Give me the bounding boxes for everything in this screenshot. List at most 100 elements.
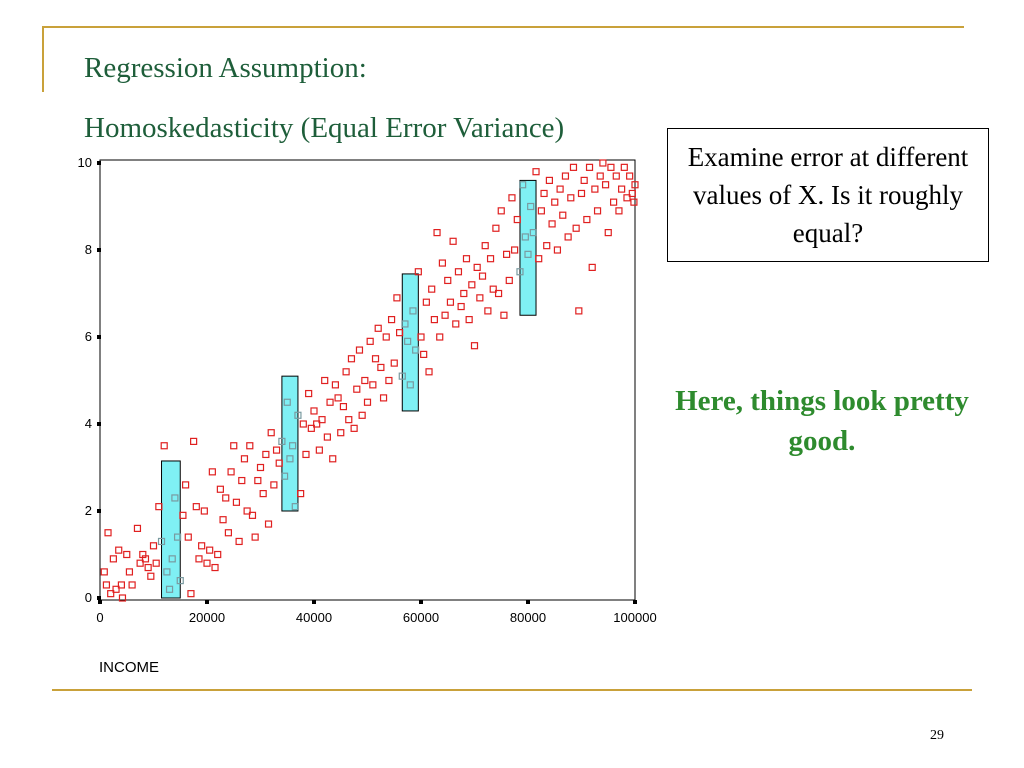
x-tick-mark (419, 600, 423, 604)
data-point (176, 576, 184, 585)
data-point (149, 542, 158, 550)
data-point (561, 172, 570, 180)
data-point (248, 511, 257, 519)
data-point (224, 529, 232, 537)
y-tick-label: 8 (85, 242, 92, 257)
data-point (230, 442, 238, 450)
data-point (511, 246, 519, 254)
comment-text: Here, things look pretty good. (675, 385, 969, 457)
data-point (628, 189, 636, 198)
data-point (302, 450, 310, 459)
data-point (630, 198, 638, 206)
data-point (262, 450, 270, 459)
data-point (387, 316, 396, 324)
data-point (420, 350, 428, 358)
data-point (548, 220, 556, 228)
data-point (109, 555, 117, 563)
data-point (462, 255, 471, 263)
y-axis: 0 2 4 6 8 10 (78, 155, 101, 605)
data-point (323, 433, 331, 441)
data-point (307, 424, 315, 432)
x-tick-mark (312, 600, 316, 604)
data-point (604, 229, 612, 237)
data-point (256, 463, 265, 472)
y-tick-label: 6 (85, 329, 92, 344)
data-point (470, 342, 479, 350)
data-point (259, 490, 267, 498)
data-point (382, 333, 390, 341)
data-point (425, 368, 433, 376)
data-point (329, 455, 337, 463)
data-point (342, 368, 350, 376)
data-point (473, 263, 481, 271)
data-point (182, 481, 190, 489)
data-point (465, 316, 473, 324)
data-point (165, 585, 174, 593)
data-point (118, 594, 127, 602)
x-tick-label: 0 (96, 610, 103, 625)
data-point (163, 568, 171, 576)
data-point (272, 446, 281, 454)
data-point (141, 555, 150, 563)
y-tick-label: 0 (85, 590, 92, 605)
data-point (222, 494, 230, 502)
data-point (444, 276, 452, 285)
data-point (339, 403, 348, 411)
points-layer (100, 159, 639, 602)
data-point (438, 259, 446, 267)
data-point (430, 316, 438, 324)
data-point (184, 533, 192, 541)
data-point (168, 555, 176, 563)
data-point (345, 416, 353, 424)
data-point (315, 446, 323, 454)
data-point (599, 159, 607, 167)
data-point (232, 498, 241, 506)
data-point (374, 324, 382, 332)
data-point (609, 198, 618, 206)
data-point (620, 163, 628, 171)
x-tick-label: 60000 (403, 610, 439, 625)
y-tick-label: 4 (85, 416, 92, 431)
data-point (612, 172, 620, 180)
data-point (398, 372, 406, 380)
data-point (117, 581, 126, 589)
data-point (294, 411, 302, 419)
data-point (173, 533, 182, 541)
data-point (441, 311, 449, 319)
data-point (519, 181, 527, 189)
data-point (278, 437, 286, 445)
data-point (125, 568, 134, 576)
data-point (251, 533, 259, 541)
data-point (401, 320, 409, 328)
y-tick-label: 10 (78, 155, 92, 170)
data-point (190, 437, 198, 445)
data-point (575, 307, 583, 315)
data-point (115, 546, 123, 554)
data-point (543, 242, 551, 250)
data-point (321, 376, 329, 385)
data-point (508, 194, 516, 202)
data-point (393, 294, 401, 302)
data-point (553, 246, 562, 254)
y-tick-label: 2 (85, 503, 92, 518)
data-point (334, 394, 342, 402)
data-point (355, 346, 364, 354)
x-tick-label: 20000 (189, 610, 225, 625)
data-point (192, 503, 200, 511)
data-point (270, 481, 278, 489)
data-point (588, 263, 596, 271)
data-point (227, 468, 235, 476)
data-point (363, 398, 372, 406)
data-point (524, 250, 532, 258)
data-point (310, 407, 318, 415)
data-point (516, 268, 524, 276)
data-point (347, 355, 356, 363)
data-point (208, 468, 216, 476)
data-point (446, 298, 455, 306)
data-point (195, 555, 203, 563)
data-point (331, 381, 339, 389)
data-point (155, 503, 163, 511)
data-point (412, 346, 420, 354)
data-point (567, 194, 575, 202)
data-point (476, 294, 484, 302)
